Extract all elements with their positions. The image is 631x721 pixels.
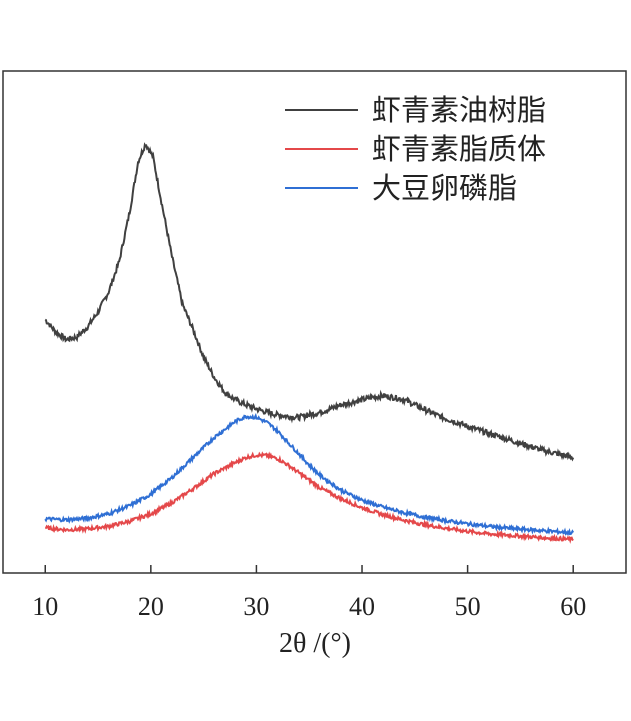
- series-line-soy-lecithin: [44, 412, 575, 536]
- series-layer: [44, 142, 575, 544]
- x-tick-label: 10: [32, 592, 58, 621]
- series-line-oleoresin: [44, 142, 575, 462]
- x-tick-label: 30: [243, 592, 269, 621]
- legend-label-liposome: 虾青素脂质体: [372, 132, 546, 166]
- x-axis-ticks: 10 20 30 40 50 60: [32, 565, 586, 621]
- series-line-liposome: [45, 451, 574, 544]
- x-axis-title: 2θ /(°): [279, 628, 351, 659]
- x-tick-label: 20: [138, 592, 164, 621]
- legend: 虾青素油树脂 虾青素脂质体 大豆卵磷脂: [285, 93, 546, 205]
- legend-label-soy-lecithin: 大豆卵磷脂: [372, 171, 517, 205]
- x-tick-label: 60: [560, 592, 586, 621]
- plot-frame: [2, 70, 627, 574]
- legend-label-oleoresin: 虾青素油树脂: [372, 93, 546, 127]
- x-tick-label: 50: [455, 592, 481, 621]
- x-tick-label: 40: [349, 592, 375, 621]
